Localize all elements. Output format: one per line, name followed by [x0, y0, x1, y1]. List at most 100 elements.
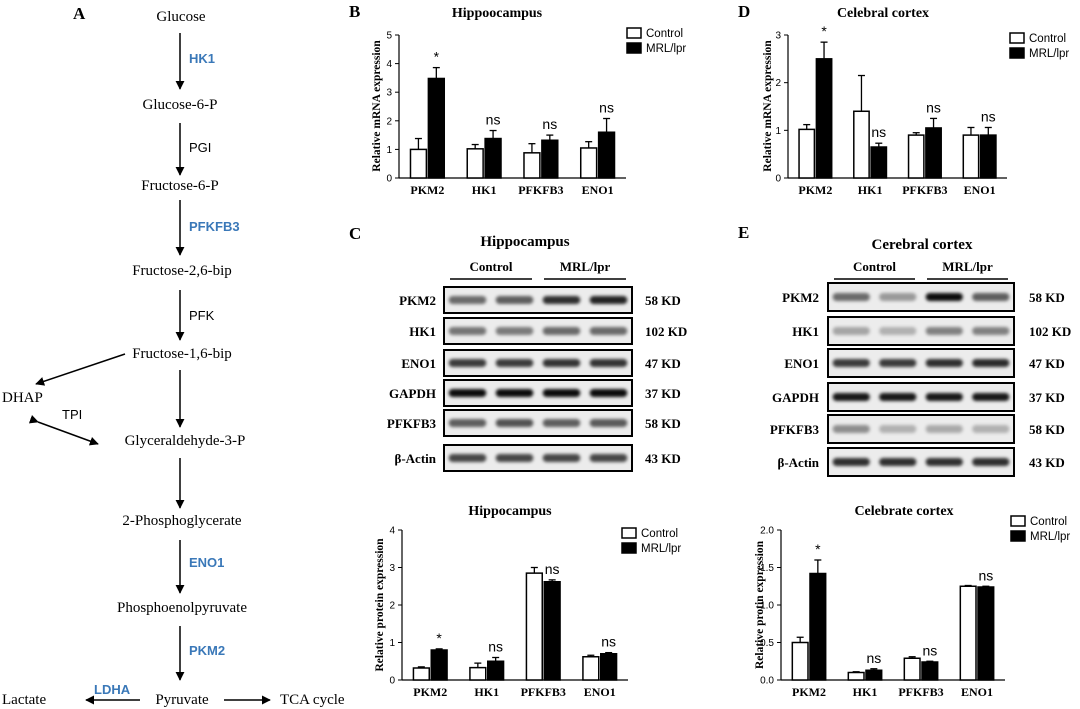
- blot-band: [972, 425, 1010, 433]
- bar-control: [959, 585, 977, 681]
- significance-ns: ns: [871, 124, 886, 140]
- legend-label-mrl-lpr: MRL/lpr: [646, 43, 686, 55]
- legend-swatch-mrl-lpr: [1009, 47, 1025, 59]
- bar-mrl-lpr: [815, 58, 833, 179]
- y-tick-label: 1.5: [760, 563, 774, 574]
- y-axis-label: Relative mRNA expression: [762, 40, 774, 172]
- blot-group-mrl-lpr: MRL/lpr: [942, 259, 993, 274]
- x-tick-label: PKM2: [792, 685, 826, 699]
- bar-control: [847, 671, 865, 681]
- x-tick-label: PKM2: [413, 685, 447, 699]
- blot-band: [925, 393, 963, 401]
- y-tick-label: 1: [386, 145, 392, 156]
- blot-band: [832, 327, 870, 335]
- blot-protein-label: β-Actin: [777, 455, 819, 470]
- panel-letter-c: C: [349, 224, 361, 243]
- blot-band: [448, 327, 487, 335]
- x-tick-label: HK1: [472, 183, 497, 197]
- bar-mrl-lpr: [870, 146, 888, 179]
- blot-size-label: 58 KD: [1029, 422, 1065, 437]
- metabolite-lactate: Lactate: [2, 692, 46, 708]
- blot-band: [495, 327, 534, 335]
- blot-title: Cerebral cortex: [872, 237, 973, 253]
- bar-control: [962, 134, 980, 179]
- chart-e-protein-cortex: Celebrate cortex Relative protin expressi…: [754, 504, 1070, 699]
- bar-control: [466, 148, 484, 179]
- bar-control: [523, 152, 541, 179]
- y-tick-label: 3: [775, 31, 781, 42]
- glycolysis-pathway: Glucose HK1 Glucose-6-P PGI Fructose-6-P…: [2, 9, 345, 708]
- bar-control: [582, 656, 600, 681]
- significance-star: *: [821, 23, 827, 39]
- bar-mrl-lpr: [430, 649, 448, 681]
- y-tick-label: 5: [386, 31, 392, 42]
- metabolite-2-phosphoglycerate: 2-Phosphoglycerate: [122, 513, 241, 529]
- pathway-arrow-tpi: [28, 414, 99, 446]
- blot-title: Hippocampus: [480, 234, 569, 250]
- metabolite-pyruvate: Pyruvate: [155, 692, 209, 708]
- blot-band: [832, 425, 870, 433]
- bar-mrl-lpr: [921, 661, 939, 681]
- blot-band: [542, 389, 581, 397]
- chart-title: Celebrate cortex: [854, 504, 953, 519]
- x-tick-label: ENO1: [961, 685, 993, 699]
- significance-ns: ns: [926, 99, 941, 115]
- legend-swatch-mrl-lpr: [1010, 530, 1026, 542]
- blot-band: [832, 393, 870, 401]
- blot-group-control: Control: [853, 259, 896, 274]
- blot-band: [879, 458, 917, 466]
- chart-title: Celebral cortex: [837, 6, 929, 21]
- bar-control: [469, 666, 487, 681]
- blot-protein-label: PKM2: [399, 293, 436, 308]
- y-axis-label: Relative mRNA expression: [371, 40, 383, 172]
- blot-band: [925, 293, 963, 301]
- significance-ns: ns: [978, 567, 993, 583]
- blot-size-label: 102 KD: [1029, 324, 1071, 339]
- blot-group-mrl-lpr: MRL/lpr: [560, 259, 611, 274]
- enzyme-pgi: PGI: [189, 140, 211, 155]
- significance-star: *: [436, 630, 442, 646]
- bar-mrl-lpr: [979, 134, 997, 179]
- blot-protein-label: ENO1: [401, 356, 436, 371]
- bar-mrl-lpr: [543, 581, 561, 681]
- y-tick-label: 0: [389, 676, 395, 687]
- blot-band: [448, 419, 487, 427]
- blot-band: [495, 454, 534, 462]
- western-blot-hippocampus: Hippocampus Control MRL/lpr PKM2 58 KD HK1 102…: [387, 234, 687, 472]
- significance-ns: ns: [866, 650, 881, 666]
- blot-band: [495, 296, 534, 304]
- bar-mrl-lpr: [977, 586, 995, 681]
- bar-control: [409, 148, 428, 179]
- significance-ns: ns: [922, 642, 937, 658]
- legend-label-mrl-lpr: MRL/lpr: [1029, 48, 1069, 60]
- blot-band: [589, 327, 628, 335]
- y-axis-label: Relative protin expression: [754, 540, 766, 669]
- blot-band: [589, 359, 628, 367]
- blot-band: [972, 458, 1010, 466]
- panel-letter-d: D: [738, 2, 750, 21]
- blot-band: [832, 359, 870, 367]
- bar-mrl-lpr: [541, 139, 559, 179]
- blot-band: [542, 296, 581, 304]
- enzyme-pkm2: PKM2: [189, 643, 225, 658]
- y-tick-label: 1: [389, 638, 395, 649]
- bar-mrl-lpr: [600, 653, 618, 681]
- y-tick-label: 1: [775, 126, 781, 137]
- blot-size-label: 43 KD: [1029, 455, 1065, 470]
- x-tick-label: PKM2: [410, 183, 444, 197]
- blot-protein-label: HK1: [792, 324, 819, 339]
- metabolite-tca-cycle: TCA cycle: [280, 692, 345, 708]
- bar-control: [907, 134, 925, 179]
- metabolite-dhap: DHAP: [2, 390, 43, 406]
- x-tick-label: HK1: [858, 183, 883, 197]
- significance-star: *: [815, 541, 821, 557]
- bar-control: [853, 110, 870, 179]
- metabolite-phosphoenolpyruvate: Phosphoenolpyruvate: [117, 600, 247, 616]
- panel-letter-e: E: [738, 223, 749, 242]
- blot-band: [879, 425, 917, 433]
- blot-band: [542, 419, 581, 427]
- bar-control: [525, 572, 543, 681]
